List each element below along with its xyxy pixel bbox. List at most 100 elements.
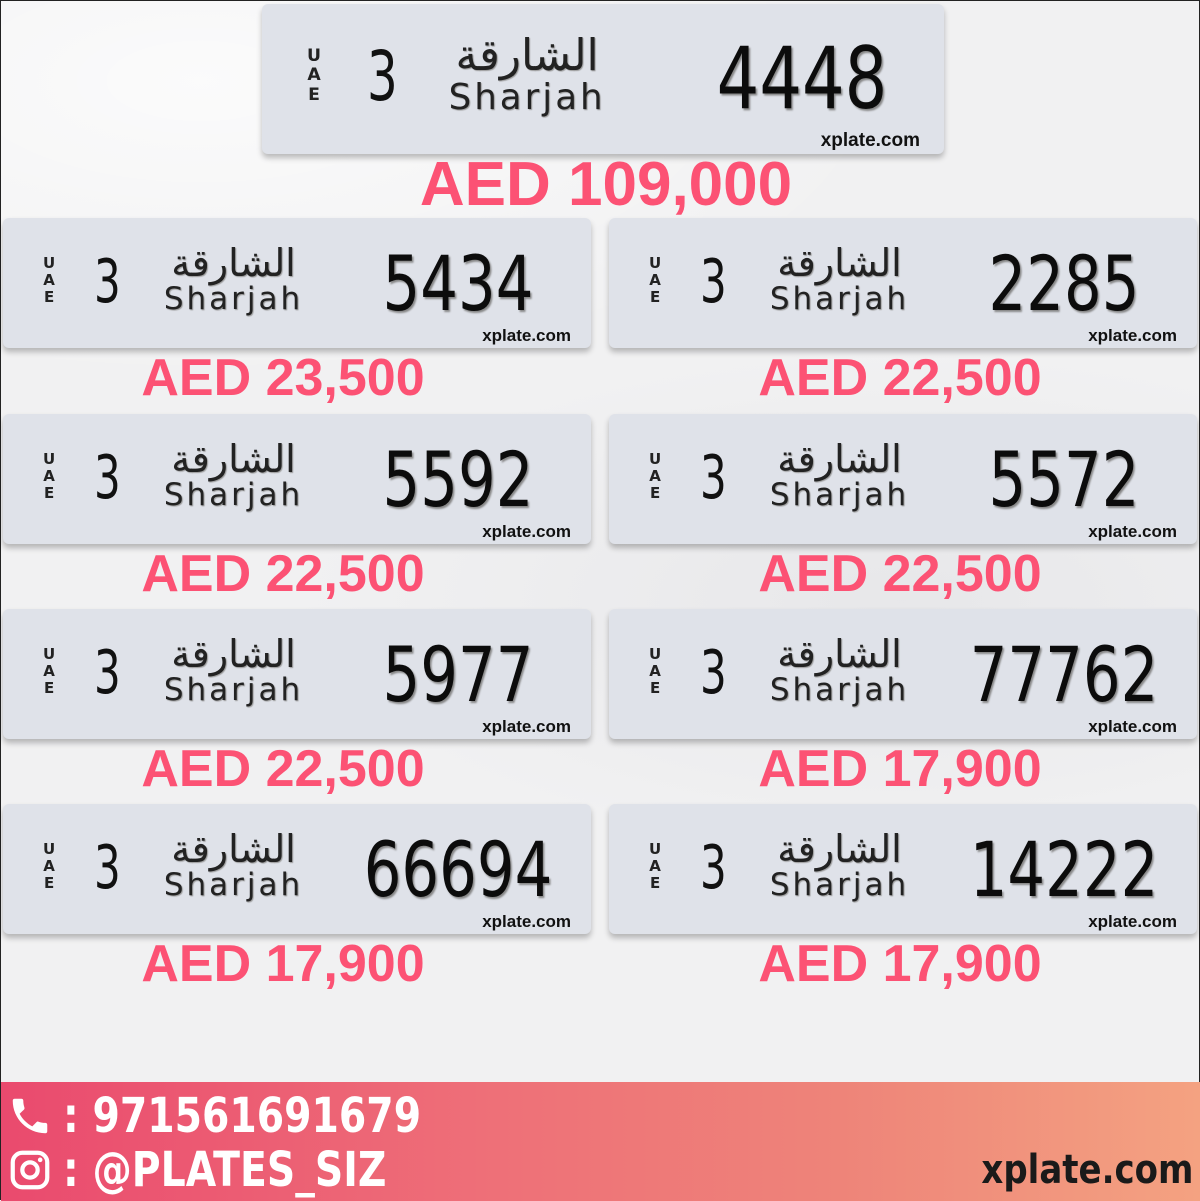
instagram-handle: : @PLATES_SIZ (63, 1142, 387, 1198)
number-plate[interactable]: U A E 3 الشارقة Sharjah 77762 xplate.com (609, 609, 1197, 739)
number-plate[interactable]: U A E 3 الشارقة Sharjah 5434 xplate.com (3, 218, 591, 348)
price-label: AED 22,500 (758, 545, 1042, 603)
price-label: AED 17,900 (758, 740, 1042, 798)
emirate-name: الشارقة Sharjah (156, 635, 311, 706)
plate-watermark: xplate.com (1088, 717, 1177, 736)
country-code: U A E (649, 647, 661, 696)
country-letter: A (43, 271, 55, 289)
emirate-english: Sharjah (163, 867, 304, 903)
plate-code: 3 (94, 247, 121, 317)
emirate-arabic: الشارقة (171, 827, 296, 871)
price-label: AED 22,500 (141, 545, 425, 603)
country-letter: U (43, 645, 56, 663)
country-letter: E (649, 679, 661, 697)
instagram-row[interactable]: : @PLATES_SIZ (7, 1146, 457, 1194)
country-letter: A (43, 467, 55, 485)
number-plate[interactable]: U A E 3 الشارقة Sharjah 14222 xplate.com (609, 804, 1197, 934)
plate-code: 3 (700, 833, 727, 903)
plate-number: 5572 (988, 435, 1140, 524)
emirate-arabic: الشارقة (455, 29, 599, 81)
country-letter: A (649, 271, 661, 289)
emirate-english: Sharjah (448, 76, 606, 118)
contact-footer: : 971561691679 : @PLATES_SIZ xplate.com (1, 1082, 1200, 1201)
country-letter: E (649, 874, 661, 892)
emirate-name: الشارقة Sharjah (762, 830, 917, 901)
plate-code: 3 (700, 443, 727, 513)
country-letter: E (308, 84, 320, 105)
country-letter: A (307, 65, 321, 86)
plate-code: 3 (94, 638, 121, 708)
phone-icon (12, 1098, 48, 1134)
country-letter: E (649, 484, 661, 502)
emirate-name: الشارقة Sharjah (156, 830, 311, 901)
number-plate[interactable]: U A E 3 الشارقة Sharjah 2285 xplate.com (609, 218, 1197, 348)
price-label: AED 109,000 (419, 150, 793, 219)
plate-number: 5592 (382, 435, 534, 524)
number-plate[interactable]: U A E 3 الشارقة Sharjah 5977 xplate.com (3, 609, 591, 739)
country-letter: A (649, 857, 661, 875)
number-plate[interactable]: U A E 3 الشارقة Sharjah 66694 xplate.com (3, 804, 591, 934)
price-label: AED 17,900 (141, 935, 425, 993)
emirate-english: Sharjah (769, 281, 910, 317)
country-code: U A E (649, 256, 661, 305)
country-code: U A E (43, 452, 55, 501)
plate-watermark: xplate.com (482, 522, 571, 541)
plate-watermark: xplate.com (482, 326, 571, 345)
country-letter: E (43, 679, 55, 697)
number-plate[interactable]: U A E 3 الشارقة Sharjah 4448 xplate.com (262, 4, 944, 154)
phone-number: : 971561691679 (63, 1088, 422, 1144)
price-label: AED 23,500 (141, 349, 425, 407)
plate-code: 3 (367, 37, 398, 118)
plate-number: 4448 (716, 29, 888, 129)
country-letter: A (43, 857, 55, 875)
emirate-name: الشارقة Sharjah (438, 34, 616, 116)
plate-watermark: xplate.com (482, 912, 571, 931)
emirate-name: الشارقة Sharjah (156, 244, 311, 315)
country-code: U A E (43, 842, 55, 891)
emirate-name: الشارقة Sharjah (762, 244, 917, 315)
country-letter: A (43, 662, 55, 680)
country-letter: U (649, 254, 662, 272)
plate-code: 3 (94, 833, 121, 903)
country-letter: A (649, 662, 661, 680)
emirate-english: Sharjah (769, 867, 910, 903)
number-plate[interactable]: U A E 3 الشارقة Sharjah 5572 xplate.com (609, 414, 1197, 544)
site-logo: xplate.com (980, 1147, 1193, 1193)
country-code: U A E (649, 452, 661, 501)
country-letter: U (43, 450, 56, 468)
emirate-arabic: الشارقة (777, 437, 902, 481)
plate-watermark: xplate.com (1088, 522, 1177, 541)
emirate-name: الشارقة Sharjah (762, 635, 917, 706)
country-letter: A (649, 467, 661, 485)
country-code: U A E (307, 45, 322, 105)
plate-number: 5977 (382, 630, 534, 719)
plate-watermark: xplate.com (482, 717, 571, 736)
emirate-arabic: الشارقة (777, 632, 902, 676)
plate-watermark: xplate.com (820, 130, 920, 151)
country-letter: E (43, 288, 55, 306)
price-label: AED 22,500 (758, 349, 1042, 407)
plate-number: 77762 (969, 630, 1159, 719)
country-letter: E (43, 484, 55, 502)
plate-number: 5434 (382, 239, 534, 328)
country-letter: E (649, 288, 661, 306)
plate-number: 66694 (363, 825, 553, 914)
country-code: U A E (43, 647, 55, 696)
emirate-arabic: الشارقة (777, 827, 902, 871)
emirate-english: Sharjah (163, 672, 304, 708)
price-label: AED 17,900 (758, 935, 1042, 993)
country-letter: E (43, 874, 55, 892)
plate-watermark: xplate.com (1088, 326, 1177, 345)
country-letter: U (649, 840, 662, 858)
country-code: U A E (43, 256, 55, 305)
instagram-icon (10, 1150, 50, 1190)
phone-row[interactable]: : 971561691679 (7, 1092, 500, 1140)
emirate-arabic: الشارقة (777, 241, 902, 285)
country-letter: U (43, 254, 56, 272)
emirate-english: Sharjah (163, 477, 304, 513)
country-letter: U (307, 45, 322, 66)
plate-number: 14222 (969, 825, 1159, 914)
emirate-arabic: الشارقة (171, 241, 296, 285)
number-plate[interactable]: U A E 3 الشارقة Sharjah 5592 xplate.com (3, 414, 591, 544)
